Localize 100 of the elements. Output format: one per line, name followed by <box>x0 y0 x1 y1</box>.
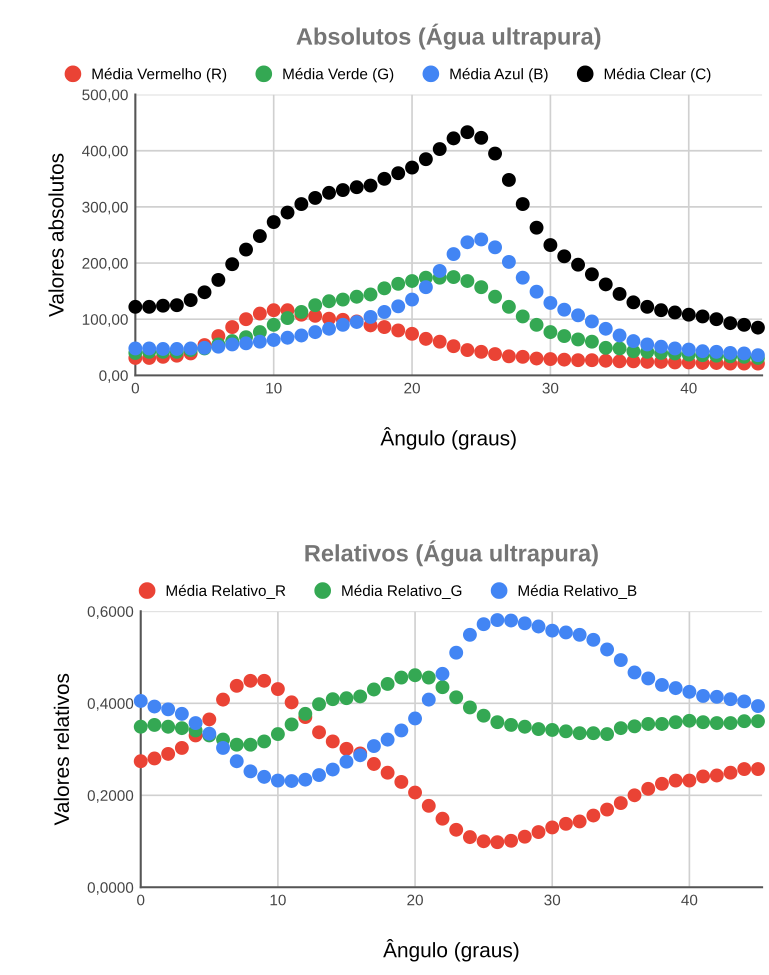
point <box>280 330 294 345</box>
legend-label: Média Verde (G) <box>283 68 394 82</box>
point <box>298 706 312 721</box>
point <box>504 718 518 732</box>
point <box>710 768 724 782</box>
point <box>641 782 656 796</box>
point <box>557 352 572 367</box>
point <box>516 350 530 364</box>
point <box>682 684 696 699</box>
point <box>364 288 378 302</box>
x-axis-title: Ângulo (graus) <box>380 427 516 450</box>
point <box>641 717 656 731</box>
point <box>462 830 477 844</box>
point <box>405 326 419 341</box>
point <box>294 304 308 319</box>
point <box>586 726 600 740</box>
point <box>174 740 189 755</box>
point <box>394 723 408 738</box>
point <box>600 727 614 742</box>
point <box>308 325 322 340</box>
point <box>628 666 642 680</box>
x-tick-label: 0 <box>132 382 139 394</box>
point <box>502 300 516 314</box>
point <box>696 344 710 358</box>
point <box>446 131 460 146</box>
point <box>518 830 532 844</box>
point <box>474 280 488 294</box>
point <box>516 309 530 324</box>
point <box>270 682 285 696</box>
point <box>148 752 162 766</box>
point <box>340 691 354 706</box>
point <box>557 329 572 344</box>
point <box>294 197 308 212</box>
point <box>530 352 544 366</box>
y-tick-label: 500,00 <box>82 89 128 102</box>
point <box>284 695 299 710</box>
point <box>257 674 272 688</box>
point <box>432 334 447 349</box>
point <box>211 340 226 354</box>
point <box>572 814 587 828</box>
point <box>640 300 654 314</box>
point <box>266 303 281 318</box>
point <box>460 235 474 250</box>
point <box>751 762 765 776</box>
point <box>449 822 464 837</box>
point <box>598 354 613 368</box>
point <box>490 835 504 850</box>
point <box>446 247 460 262</box>
legend-label: Média Clear (C) <box>604 68 710 82</box>
point <box>682 308 696 322</box>
y-tick-label: 0,6000 <box>88 606 134 619</box>
point <box>270 774 285 788</box>
point <box>239 336 253 350</box>
point <box>655 678 669 692</box>
point <box>225 320 240 334</box>
point <box>628 788 642 802</box>
point <box>626 295 640 310</box>
point <box>174 721 189 736</box>
point <box>270 727 285 742</box>
point <box>504 614 518 628</box>
y-tick-label: 0,2000 <box>88 790 134 803</box>
point <box>364 178 378 192</box>
y-axis-title: Valores absolutos <box>48 154 64 317</box>
point <box>174 706 189 721</box>
point <box>266 333 281 347</box>
point <box>628 719 642 734</box>
point <box>230 754 244 768</box>
point <box>408 786 422 800</box>
point <box>244 674 258 688</box>
point <box>308 298 322 312</box>
point <box>422 692 436 707</box>
x-tick-label: 10 <box>266 382 282 394</box>
point <box>377 304 392 319</box>
point <box>134 754 148 768</box>
point <box>336 318 350 332</box>
x-tick-label: 40 <box>681 894 698 906</box>
point <box>654 303 668 318</box>
point <box>598 322 613 336</box>
point <box>170 298 184 312</box>
point <box>614 721 628 736</box>
point <box>682 342 696 356</box>
y-tick-label: 0,00 <box>99 370 128 383</box>
point <box>148 718 162 732</box>
y-tick-label: 100,00 <box>82 314 128 327</box>
point <box>545 820 560 834</box>
point <box>682 774 696 788</box>
point <box>280 206 294 220</box>
point <box>449 646 464 660</box>
point <box>326 692 340 706</box>
point <box>696 715 710 730</box>
point <box>586 632 600 647</box>
point <box>134 720 148 734</box>
point <box>668 715 683 730</box>
point <box>571 258 586 272</box>
point <box>490 715 504 730</box>
point <box>156 342 170 356</box>
point <box>516 270 530 285</box>
point <box>502 349 516 364</box>
point <box>366 739 381 754</box>
point <box>340 742 354 756</box>
